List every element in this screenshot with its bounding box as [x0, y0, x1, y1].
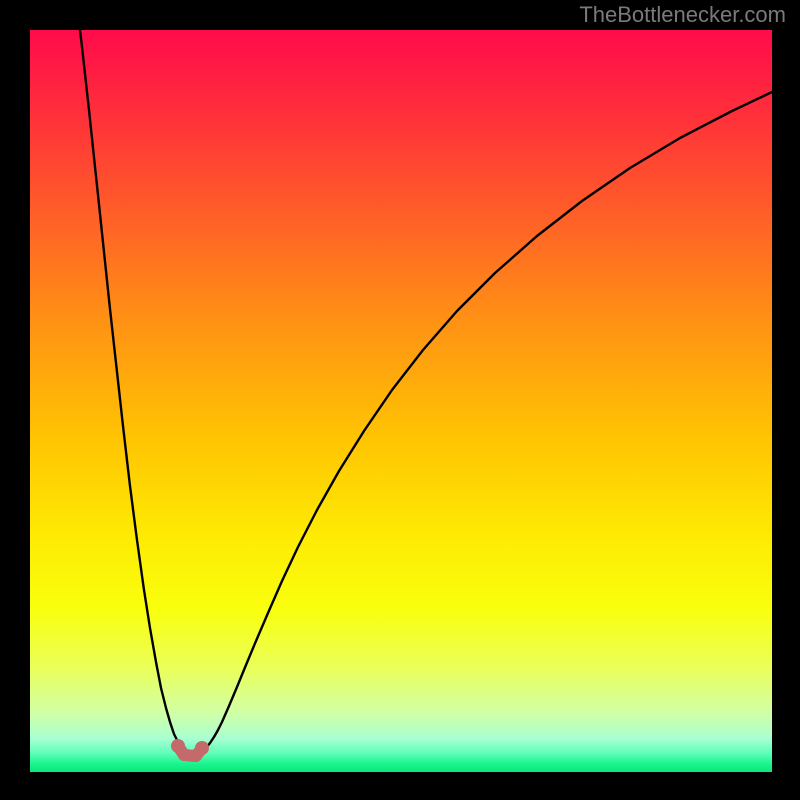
plot-svg [30, 30, 772, 772]
watermark-text: TheBottlenecker.com [579, 2, 786, 28]
plot-background [30, 30, 772, 772]
marker-endpoint [171, 739, 185, 753]
marker-endpoint [195, 741, 209, 755]
chart-root: TheBottlenecker.com [0, 0, 800, 800]
plot-area [30, 30, 772, 772]
